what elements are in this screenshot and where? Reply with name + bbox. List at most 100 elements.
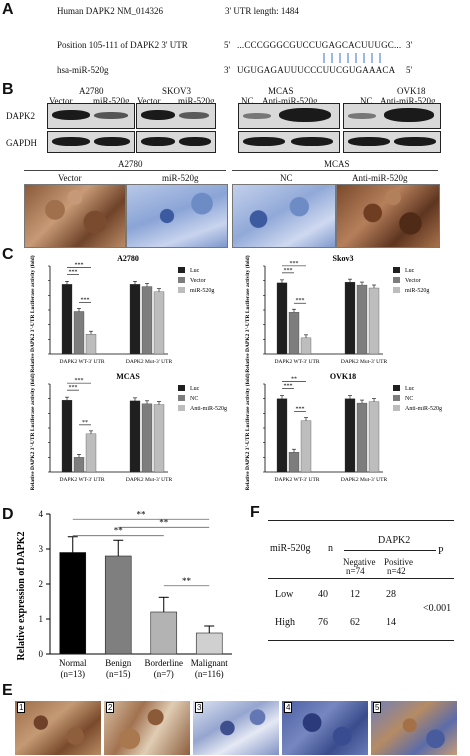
image-number: 1 — [17, 702, 26, 713]
sig-label: ** — [114, 526, 124, 536]
ihc-image-mcas-anti-mir520g — [336, 184, 440, 248]
panel-a-label: A — [2, 1, 14, 18]
sig-label: *** — [296, 407, 305, 413]
bar — [368, 401, 380, 473]
image-number: 5 — [373, 702, 382, 713]
legend-swatch — [393, 395, 400, 401]
bar — [300, 420, 312, 473]
blot-dapk2-skov3 — [136, 103, 216, 129]
bar — [288, 452, 300, 473]
sig-label: *** — [75, 378, 84, 384]
sig-label: *** — [284, 268, 293, 274]
panel-b-label: B — [2, 81, 14, 98]
ihc-tissue-image: 2 — [103, 700, 191, 756]
x-category-label: Malignant — [191, 658, 228, 668]
chart-legend: Luc NC Anti-miR-520g — [393, 385, 442, 412]
bar — [153, 291, 165, 355]
legend-swatch — [393, 267, 400, 273]
legend-item: Anti-miR-520g — [190, 406, 227, 412]
bar — [73, 457, 85, 473]
y-tick-label: 2 — [39, 579, 44, 589]
chart-legend: Luc NC Anti-miR-520g — [178, 385, 227, 412]
legend-swatch — [178, 395, 185, 401]
row-label-dapk2: DAPK2 — [6, 111, 36, 121]
lane-label: miR-520g — [178, 96, 215, 106]
table-row-label: High — [275, 617, 295, 628]
panel-d-label: D — [2, 506, 14, 523]
panel-f-label: F — [250, 504, 260, 521]
lane-label: Anti-miR-520g — [262, 96, 318, 106]
sig-label: *** — [284, 384, 293, 390]
legend-swatch — [393, 277, 400, 283]
bar — [288, 312, 300, 355]
legend-item: miR-520g — [405, 288, 429, 294]
mir-5prime: 5' — [406, 65, 413, 75]
legend-swatch — [393, 405, 400, 411]
chart-ylabel: Relative DAPK2 3'-UTR Luciferase activit… — [29, 255, 36, 372]
blot-group-a2780: A2780 — [79, 86, 104, 96]
table-cell: 76 — [318, 617, 328, 628]
legend-item: Luc — [405, 268, 415, 274]
bar — [356, 402, 368, 473]
blot-group-mcas: MCAS — [268, 86, 294, 96]
ihc-lane-label: Anti-miR-520g — [352, 173, 408, 183]
sig-label: ** — [82, 420, 88, 426]
d-ylabel: Relative expression of DAPK2 — [16, 532, 27, 661]
legend-item: Luc — [405, 386, 415, 392]
lane-label: NC — [241, 96, 254, 106]
table-header-p: P — [438, 546, 444, 557]
ihc-image-a2780-vector — [24, 184, 126, 248]
chart-xcat: DAPK2 WT-3' UTR — [60, 477, 105, 483]
ihc-divider — [24, 170, 226, 171]
ihc-tissue-image: 4 — [281, 700, 369, 756]
chart-xcat: DAPK2 Mut-3' UTR — [341, 359, 388, 365]
legend-item: Vector — [190, 278, 206, 284]
bar — [129, 400, 141, 473]
ihc-lane-label: NC — [280, 173, 293, 183]
ihc-tissue-image: 3 — [192, 700, 280, 756]
chart-xcat: DAPK2 Mut-3' UTR — [126, 359, 173, 365]
table-cell: 40 — [318, 589, 328, 600]
y-tick-label: 0 — [39, 649, 44, 659]
table-header-negative: Negative — [343, 557, 376, 567]
legend-swatch — [178, 277, 185, 283]
bar — [368, 287, 380, 355]
lane-label: Vector — [137, 96, 161, 106]
blot-dapk2-ovk18 — [343, 103, 441, 129]
table-p-value: <0.001 — [423, 603, 452, 614]
sig-label: ** — [159, 517, 169, 527]
bar — [61, 399, 73, 473]
target-sequence: ...CCCGGGCGUCCUGAGCACUUUGC... — [237, 40, 402, 50]
bar — [141, 286, 153, 355]
bar — [300, 337, 312, 355]
legend-item: miR-520g — [190, 288, 214, 294]
ihc-lane-label: miR-520g — [162, 173, 199, 183]
position-label: Position 105-111 of DAPK2 3' UTR — [57, 40, 188, 50]
x-category-label: Normal — [59, 658, 87, 668]
x-category-n: (n=7) — [154, 669, 174, 679]
expression-chart: Relative expression of DAPK2 0 1 2 3 4 Normal… — [16, 509, 232, 679]
blot-dapk2-mcas — [238, 103, 340, 129]
chart-xcat: DAPK2 Mut-3' UTR — [126, 477, 173, 483]
blot-gapdh-a2780 — [47, 131, 135, 153]
lane-label: NC — [360, 96, 373, 106]
chart-title: MCAS — [116, 372, 140, 381]
table-sub-rule — [344, 550, 436, 551]
blot-gapdh-skov3 — [136, 131, 216, 153]
table-header-neg-n: n=74 — [346, 566, 365, 576]
x-category-label: Borderline — [145, 658, 184, 668]
chart-legend: Luc Vector miR-520g — [393, 267, 429, 294]
table-header-pos-n: n=42 — [387, 566, 406, 576]
legend-swatch — [178, 287, 185, 293]
mir-sequence: UGUGAGAUUUCCCUUCGUGAAACA — [237, 65, 396, 75]
table-cell: 14 — [386, 617, 396, 628]
legend-swatch — [393, 385, 400, 391]
legend-swatch — [393, 287, 400, 293]
legend-item: Anti-miR-520g — [405, 406, 442, 412]
table-header-rule — [268, 578, 454, 579]
blot-group-skov3: SKOV3 — [162, 86, 192, 96]
table-header-dapk2: DAPK2 — [378, 535, 411, 546]
panel-c-label: C — [2, 246, 14, 263]
x-category-n: (n=13) — [60, 669, 85, 679]
chart-title: Skov3 — [333, 254, 354, 263]
